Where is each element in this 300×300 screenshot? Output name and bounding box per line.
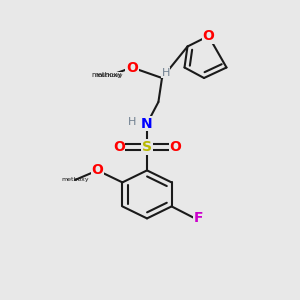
Text: methoxy: methoxy	[91, 72, 122, 78]
Text: S: S	[142, 140, 152, 154]
Text: O: O	[169, 140, 181, 154]
Text: N: N	[141, 117, 153, 130]
Text: O: O	[126, 61, 138, 74]
Text: F: F	[194, 212, 203, 225]
Text: O: O	[113, 140, 125, 154]
Text: O: O	[202, 29, 214, 43]
Text: methoxy: methoxy	[96, 73, 123, 78]
Text: H: H	[128, 117, 136, 127]
Text: O: O	[92, 164, 104, 177]
Text: methoxy: methoxy	[61, 178, 89, 182]
Text: H: H	[161, 68, 170, 78]
